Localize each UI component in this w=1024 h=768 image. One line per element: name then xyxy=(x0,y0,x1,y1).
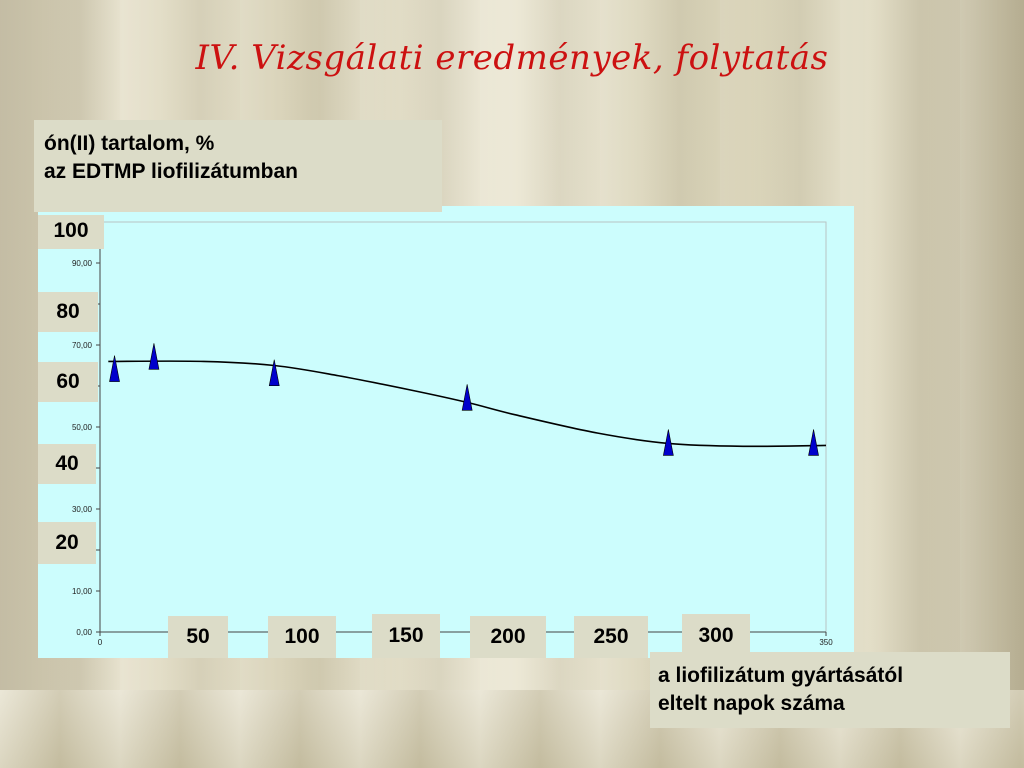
x-axis-label-line-1: a liofilizátum gyártásától xyxy=(658,664,904,687)
y-tick-label: 50,00 xyxy=(72,423,93,432)
y-overlay-tick-20: 20 xyxy=(38,522,96,564)
y-tick-label: 70,00 xyxy=(72,341,93,350)
y-axis-label-box: ón(II) tartalom, % az EDTMP liofilizátum… xyxy=(34,120,442,212)
y-tick-label: 0,00 xyxy=(76,628,92,637)
y-overlay-tick-100: 100 xyxy=(38,215,104,249)
data-point-marker xyxy=(268,359,280,387)
data-point-marker xyxy=(461,384,473,411)
y-overlay-tick-40: 40 xyxy=(38,444,96,484)
x-overlay-tick-150: 150 xyxy=(372,614,440,658)
x-overlay-tick-300: 300 xyxy=(682,614,750,658)
x-axis-label-line-2: eltelt napok száma xyxy=(658,692,845,715)
x-overlay-tick-250: 250 xyxy=(574,616,648,658)
y-tick-label: 30,00 xyxy=(72,505,93,514)
x-overlay-tick-200: 200 xyxy=(470,616,546,658)
data-point-marker xyxy=(148,343,160,370)
y-axis-label-line-2: az EDTMP liofilizátumban xyxy=(44,160,298,183)
y-overlay-tick-80: 80 xyxy=(38,292,98,332)
x-overlay-tick-50: 50 xyxy=(168,616,228,658)
plot-background xyxy=(38,206,854,658)
y-tick-label: 90,00 xyxy=(72,259,93,268)
y-overlay-tick-60: 60 xyxy=(38,362,98,402)
slide-title: IV. Vizsgálati eredmények, folytatás xyxy=(195,38,829,78)
data-point-marker xyxy=(808,429,819,456)
plot-frame xyxy=(99,221,827,633)
x-tick-label: 350 xyxy=(819,638,833,647)
x-tick-label: 0 xyxy=(98,638,103,647)
y-axis-label-line-1: ón(II) tartalom, % xyxy=(44,132,215,155)
x-axis-label-box: a liofilizátum gyártásától eltelt napok … xyxy=(650,652,1010,728)
data-point-marker xyxy=(109,355,120,382)
y-tick-label: 10,00 xyxy=(72,587,93,596)
x-overlay-tick-100: 100 xyxy=(268,616,336,658)
data-point-marker xyxy=(662,429,674,456)
